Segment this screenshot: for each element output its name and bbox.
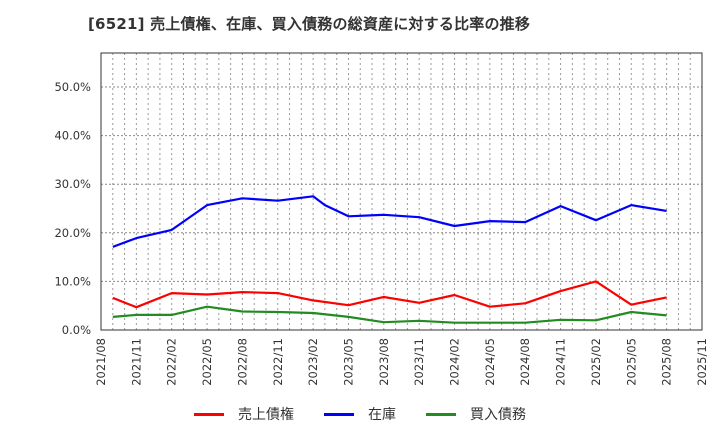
y-axis-ticks: 0.0% 10.0% 20.0% 30.0% 40.0% 50.0% [54,80,91,337]
legend-swatch-green [426,412,456,416]
series-line-2 [112,305,667,324]
y-tick-label: 20.0% [54,226,91,240]
chart-title: [6521] 売上債権、在庫、買入債務の総資産に対する比率の推移 [88,15,531,33]
x-tick-label: 2023/08 [377,338,391,386]
x-tick-label: 2022/02 [165,338,179,386]
x-tick-label: 2024/08 [518,338,532,386]
x-tick-label: 2023/05 [341,338,355,386]
legend-label: 買入債務 [470,407,526,423]
x-tick-label: 2025/02 [589,338,603,386]
legend-label: 在庫 [368,407,396,423]
x-tick-label: 2023/02 [306,338,320,386]
x-tick-label: 2025/05 [624,338,638,386]
x-tick-label: 2022/08 [235,338,249,386]
x-tick-label: 2021/11 [129,338,143,386]
legend: 売上債権 在庫 買入債務 [0,404,720,424]
data-series [112,195,667,324]
plot-frame [100,52,703,331]
x-axis-ticks: 2021/08 2021/11 2022/02 2022/05 2022/08 2022/… [94,338,709,386]
legend-item-payables: 買入債務 [426,404,526,424]
x-tick-label: 2022/05 [200,338,214,386]
series-line-1 [112,195,667,248]
y-tick-label: 30.0% [54,177,91,191]
x-tick-label: 2024/11 [554,338,568,386]
x-tick-label: 2023/11 [412,338,426,386]
series-line-0 [112,280,667,309]
legend-item-inventory: 在庫 [324,404,396,424]
x-tick-label: 2025/08 [660,338,674,386]
y-tick-label: 0.0% [62,323,91,337]
x-tick-label: 2025/11 [695,338,709,386]
y-tick-label: 50.0% [54,80,91,94]
legend-swatch-blue [324,412,354,416]
y-tick-label: 10.0% [54,274,91,288]
legend-item-receivables: 売上債権 [194,404,294,424]
x-tick-label: 2022/11 [271,338,285,386]
y-tick-label: 40.0% [54,129,91,143]
x-tick-label: 2024/05 [483,338,497,386]
x-tick-label: 2021/08 [94,338,108,386]
grid-lines [101,53,702,330]
legend-swatch-red [194,412,224,416]
legend-label: 売上債権 [238,407,294,423]
x-tick-label: 2024/02 [448,338,462,386]
